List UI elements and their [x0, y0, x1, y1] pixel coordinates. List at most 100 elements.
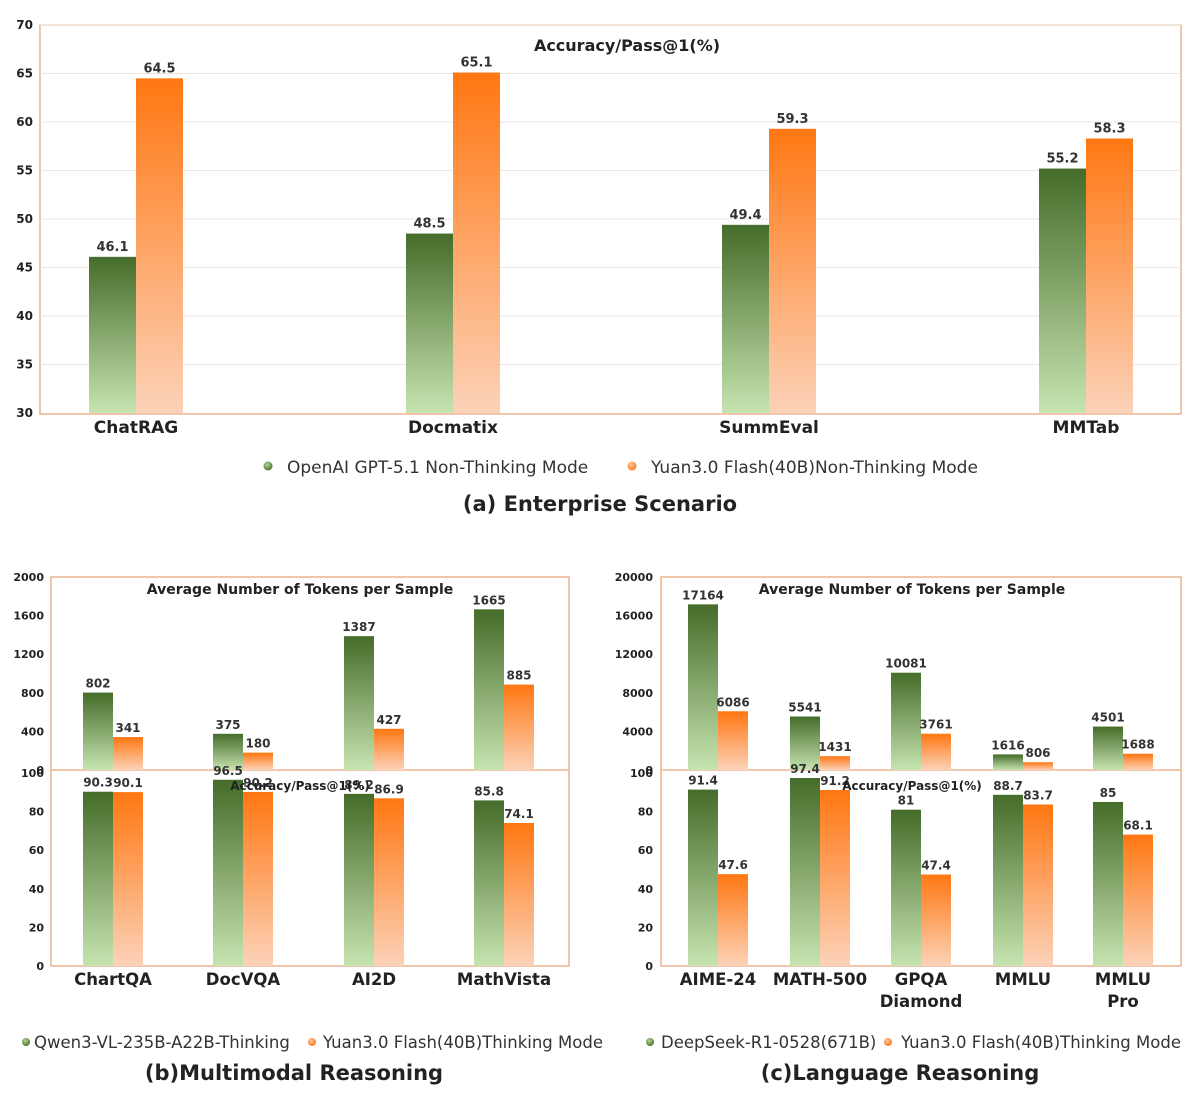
bar-series-1 — [474, 800, 504, 966]
category-label: AI2D — [352, 970, 396, 989]
bar-series-1 — [1093, 726, 1123, 770]
data-label: 17164 — [682, 588, 724, 602]
data-label: 97.4 — [790, 762, 820, 776]
bar-series-1 — [406, 233, 453, 413]
data-label: 427 — [376, 713, 401, 727]
bar-series-2 — [820, 756, 850, 770]
y-tick-label: 1200 — [13, 648, 44, 661]
y-tick-label: 0 — [645, 764, 653, 777]
legend-label: Yuan3.0 Flash(40B)Thinking Mode — [900, 1033, 1181, 1052]
bar-series-2 — [374, 728, 404, 770]
legend-marker-green — [263, 461, 273, 471]
y-tick-label: 20000 — [615, 571, 654, 584]
data-label: 6086 — [716, 695, 749, 709]
data-label: 89.2 — [344, 778, 374, 792]
data-label: 96.5 — [213, 764, 243, 778]
y-tick-label: 0 — [36, 960, 44, 973]
legend-marker-green — [646, 1038, 654, 1046]
bar-series-2 — [1023, 804, 1053, 966]
legend-label: Yuan3.0 Flash(40B)Thinking Mode — [322, 1033, 603, 1052]
data-label: 1616 — [991, 738, 1024, 752]
bar-series-1 — [213, 733, 243, 770]
y-tick-label: 70 — [16, 18, 33, 32]
plot-title-a: Accuracy/Pass@1(%) — [534, 36, 720, 55]
bar-series-1 — [790, 778, 820, 966]
data-label: 49.4 — [729, 208, 761, 223]
bar-series-1 — [83, 692, 113, 770]
y-tick-label: 0 — [36, 764, 44, 777]
data-label: 90.3 — [83, 776, 113, 790]
y-tick-label: 40 — [638, 883, 654, 896]
y-tick-label: 50 — [16, 212, 33, 226]
bar-series-1 — [790, 716, 820, 770]
bar-series-2 — [769, 128, 816, 414]
y-tick-label: 30 — [16, 406, 33, 420]
legend-label: DeepSeek-R1-0528(671B) — [661, 1033, 876, 1052]
bar-series-1 — [993, 754, 1023, 770]
data-label: 10081 — [885, 657, 927, 671]
y-tick-label: 60 — [638, 844, 654, 857]
y-tick-label: 80 — [29, 806, 45, 819]
data-label: 85.8 — [474, 784, 504, 798]
data-label: 4501 — [1091, 711, 1124, 725]
panel-b-accuracy-title: Accuracy/Pass@1(%) — [230, 779, 370, 793]
bar-series-2 — [1023, 762, 1053, 770]
category-label: GPQA Diamond — [880, 970, 963, 1011]
category-label: SummEval — [719, 418, 819, 438]
bar-series-1 — [891, 809, 921, 966]
bar-series-2 — [453, 72, 500, 413]
y-tick-label: 400 — [21, 725, 44, 738]
bar-series-1 — [344, 636, 374, 770]
data-label: 48.5 — [413, 217, 445, 232]
panel-b-tokens-title: Average Number of Tokens per Sample — [147, 582, 454, 598]
data-label: 180 — [245, 737, 270, 751]
bar-series-2 — [243, 791, 273, 966]
caption-a: (a) Enterprise Scenario — [463, 492, 737, 516]
bar-series-1 — [474, 609, 504, 770]
category-label: Docmatix — [408, 418, 498, 438]
y-tick-label: 100 — [630, 767, 653, 780]
data-label: 90.1 — [113, 776, 143, 790]
y-tick-label: 60 — [29, 844, 45, 857]
y-tick-label: 100 — [21, 767, 44, 780]
y-tick-label: 0 — [645, 960, 653, 973]
data-label: 86.9 — [374, 782, 404, 796]
panel-c-accuracy-title: Accuracy/Pass@1(%) — [842, 779, 982, 793]
bar-series-1 — [688, 789, 718, 966]
category-label: ChatRAG — [94, 418, 178, 438]
y-tick-label: 40 — [16, 309, 33, 323]
bar-series-2 — [1123, 753, 1153, 770]
data-label: 64.5 — [143, 61, 175, 76]
data-label: 885 — [506, 669, 531, 683]
panel-c-caption: (c)Language Reasoning — [761, 1061, 1040, 1085]
y-tick-label: 1600 — [13, 610, 44, 623]
y-tick-label: 80 — [638, 806, 654, 819]
panel-b-caption: (b)Multimodal Reasoning — [145, 1061, 443, 1085]
bar-series-2 — [374, 798, 404, 966]
legend-marker-orange — [308, 1038, 316, 1046]
legend-label: Qwen3-VL-235B-A22B-Thinking — [34, 1033, 290, 1052]
bar-series-1 — [722, 224, 769, 413]
bar-series-1 — [891, 672, 921, 770]
data-label: 59.3 — [776, 112, 808, 127]
data-label: 47.6 — [718, 858, 748, 872]
category-label: MATH-500 — [773, 970, 867, 989]
y-tick-label: 45 — [16, 261, 33, 275]
y-tick-label: 8000 — [622, 687, 653, 700]
bar-series-2 — [718, 874, 748, 966]
bar-series-2 — [718, 711, 748, 770]
bar-series-2 — [1086, 138, 1133, 414]
y-tick-label: 4000 — [622, 725, 653, 738]
bar-series-1 — [89, 256, 136, 413]
bar-series-2 — [113, 792, 143, 966]
y-tick-label: 65 — [16, 67, 33, 81]
data-label: 91.2 — [820, 774, 850, 788]
category-label: ChartQA — [74, 970, 152, 989]
data-label: 1431 — [818, 740, 851, 754]
data-label: 5541 — [788, 701, 821, 715]
category-label: MathVista — [457, 970, 551, 989]
y-tick-label: 800 — [21, 687, 44, 700]
bar-series-1 — [1093, 801, 1123, 966]
category-label: MMLU — [995, 970, 1051, 989]
